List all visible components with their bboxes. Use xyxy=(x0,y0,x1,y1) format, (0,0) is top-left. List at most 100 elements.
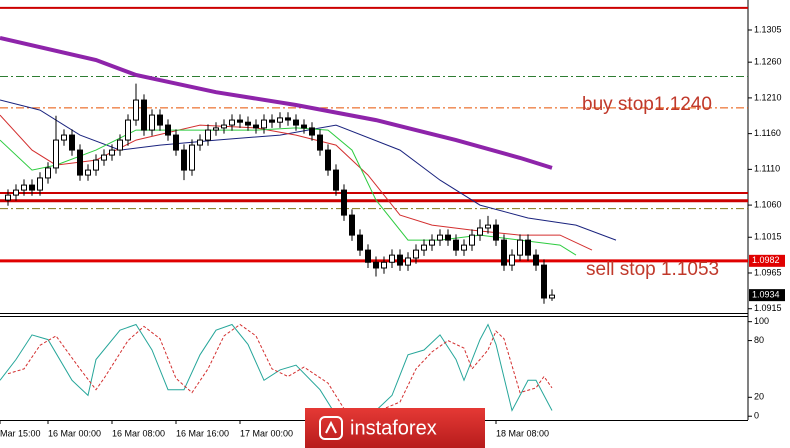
annotation: sell stop 1.1053 xyxy=(586,259,719,280)
oscillator-line xyxy=(7,323,553,414)
price-label-box xyxy=(749,289,785,302)
x-tick-label: 16 Mar 08:00 xyxy=(112,428,165,438)
candle-body xyxy=(525,239,531,256)
candle-body xyxy=(461,244,467,251)
candle-body xyxy=(397,254,403,266)
candle-body xyxy=(125,119,131,141)
candle-body xyxy=(493,224,499,241)
price-panel xyxy=(0,6,748,304)
candle-body xyxy=(85,169,91,176)
candle-body xyxy=(301,124,307,129)
candle-body xyxy=(61,134,67,141)
x-tick-label: 16 Mar 00:00 xyxy=(48,428,101,438)
y-tick-label: 1.1015 xyxy=(754,232,782,242)
moving-average xyxy=(0,35,553,170)
logo-box xyxy=(305,408,485,448)
candle-body xyxy=(533,254,539,266)
y-tick-label: 1.0915 xyxy=(754,303,782,313)
x-tick-label: Mar 15:00 xyxy=(0,428,41,438)
candle-body xyxy=(501,239,507,266)
candle-body xyxy=(381,261,387,269)
price-label: 1.0982 xyxy=(752,255,780,265)
candle-body xyxy=(133,99,139,121)
x-tick-label: 17 Mar 00:00 xyxy=(240,428,293,438)
candle-body xyxy=(13,189,19,196)
candle-body xyxy=(197,139,203,146)
candle-body xyxy=(229,119,235,126)
y-tick-label: 1.1160 xyxy=(754,128,781,138)
candle-body xyxy=(93,159,99,171)
candle-body xyxy=(421,244,427,251)
annotation: buy stop1.1240 xyxy=(582,94,712,115)
oscillator-line xyxy=(0,323,553,416)
candle-body xyxy=(413,249,419,259)
y-tick-label: 1.1305 xyxy=(754,24,782,34)
candle-body xyxy=(165,124,171,136)
osc-tick-label: 0 xyxy=(754,411,759,421)
candle-body xyxy=(221,124,227,129)
osc-tick-label: 20 xyxy=(754,392,764,402)
candle-body xyxy=(45,167,51,179)
candle-body xyxy=(317,134,323,151)
candle-body xyxy=(5,194,11,201)
oscillator-panel xyxy=(0,323,553,416)
y-tick-label: 1.1110 xyxy=(754,164,780,174)
candle-body xyxy=(325,149,331,171)
candle-body xyxy=(517,239,523,256)
candle-body xyxy=(437,234,443,241)
candle-body xyxy=(277,117,283,123)
candle-body xyxy=(469,234,475,246)
osc-tick-label: 80 xyxy=(754,335,764,345)
candle-body xyxy=(253,124,259,129)
logo-icon xyxy=(325,420,337,434)
candle-body xyxy=(541,264,547,299)
logo-icon xyxy=(319,416,343,440)
y-tick-label: 1.1060 xyxy=(754,199,782,209)
candle-body xyxy=(373,261,379,269)
candle-body xyxy=(357,234,363,251)
candle-body xyxy=(341,189,347,216)
candle-body xyxy=(189,144,195,171)
candle-body xyxy=(333,169,339,191)
y-tick-label: 1.1210 xyxy=(754,92,782,102)
candle-body xyxy=(477,227,483,236)
logo: instaforex xyxy=(305,408,485,448)
x-tick-label: 18 Mar 08:00 xyxy=(496,428,549,438)
candle-body xyxy=(429,239,435,246)
candle-body xyxy=(269,119,275,123)
candle-body xyxy=(141,99,147,131)
moving-average xyxy=(0,99,617,241)
candle-body xyxy=(509,254,515,266)
candle-body xyxy=(37,177,43,191)
candle-body xyxy=(205,129,211,141)
osc-tick-label: 100 xyxy=(754,316,769,326)
candle-body xyxy=(549,294,555,299)
y-tick-label: 1.0965 xyxy=(754,267,782,277)
candle-body xyxy=(173,134,179,151)
candle-body xyxy=(261,119,267,129)
candle-body xyxy=(237,119,243,123)
candle-body xyxy=(101,154,107,161)
candle-body xyxy=(53,139,59,169)
candle-body xyxy=(309,127,315,136)
candle-body xyxy=(349,214,355,236)
candle-body xyxy=(293,119,299,126)
candle-body xyxy=(117,139,123,151)
candle-body xyxy=(365,249,371,263)
logo-text: instaforex xyxy=(350,417,437,439)
y-tick-label: 1.1260 xyxy=(754,57,782,67)
candle-body xyxy=(445,234,451,241)
candle-body xyxy=(157,114,163,126)
candle-body xyxy=(245,121,251,126)
candle-body xyxy=(149,114,155,131)
candle-body xyxy=(453,239,459,251)
candle-body xyxy=(69,134,75,151)
candle-body xyxy=(213,127,219,131)
price-label-box xyxy=(749,254,785,267)
axes: 1.1305 1.1260 1.1210 1.1160 1.1110 1.1060 1.10… xyxy=(0,24,785,438)
candle-body xyxy=(109,149,115,156)
candle-body xyxy=(181,149,187,171)
candle-body xyxy=(77,149,83,176)
candle-body xyxy=(285,117,291,121)
